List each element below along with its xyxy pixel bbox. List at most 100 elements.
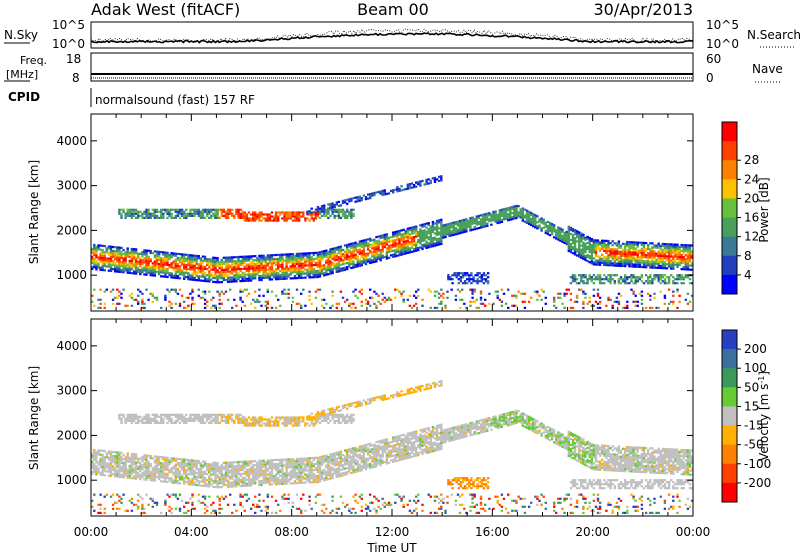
data-cell <box>573 280 577 283</box>
data-cell <box>567 225 570 228</box>
data-cell <box>128 464 131 467</box>
data-cell <box>183 466 186 469</box>
data-cell <box>446 231 449 234</box>
data-cell <box>383 233 386 236</box>
data-cell <box>387 246 391 249</box>
data-cell <box>590 250 593 253</box>
data-cell <box>598 274 602 277</box>
data-cell <box>688 268 692 271</box>
data-cell <box>191 507 194 510</box>
data-cell <box>197 499 200 502</box>
data-cell <box>124 267 127 270</box>
data-cell <box>178 509 182 512</box>
data-cell <box>394 231 397 234</box>
data-cell <box>178 259 182 262</box>
data-cell <box>170 421 173 424</box>
data-cell <box>515 210 518 213</box>
data-cell <box>285 275 288 278</box>
data-cell <box>578 255 581 258</box>
data-cell <box>249 213 253 216</box>
data-cell <box>91 249 94 252</box>
data-cell <box>235 266 238 269</box>
data-cell <box>419 184 422 187</box>
data-cell <box>178 269 182 272</box>
data-cell <box>617 302 621 305</box>
data-cell <box>381 246 384 249</box>
data-cell <box>402 244 405 248</box>
data-cell <box>162 212 165 215</box>
data-cell <box>229 264 232 267</box>
data-cell <box>346 268 349 271</box>
data-cell <box>231 260 234 263</box>
data-cell <box>264 266 267 269</box>
data-cell <box>247 257 251 260</box>
data-cell <box>283 271 286 274</box>
data-cell <box>134 210 138 213</box>
data-cell <box>143 478 146 481</box>
data-cell <box>180 273 184 276</box>
data-cell <box>247 275 251 278</box>
data-cell <box>435 219 439 222</box>
data-cell <box>139 214 142 217</box>
data-cell <box>187 268 190 271</box>
data-cell <box>400 237 403 240</box>
data-cell <box>99 268 102 271</box>
data-cell <box>398 231 401 235</box>
data-cell <box>605 247 608 251</box>
data-cell <box>667 243 671 246</box>
power-x-ticks <box>90 114 694 311</box>
data-cell <box>352 208 355 211</box>
data-cell <box>653 266 656 269</box>
data-cell <box>289 269 292 272</box>
data-cell <box>598 282 602 285</box>
data-cell <box>488 220 491 223</box>
data-cell <box>97 467 100 470</box>
data-cell <box>287 257 290 260</box>
data-cell <box>670 245 673 248</box>
data-cell <box>139 463 142 467</box>
data-cell <box>139 465 142 469</box>
data-cell <box>170 417 173 420</box>
data-cell <box>327 252 330 256</box>
data-cell <box>264 270 267 273</box>
data-cell <box>327 207 330 210</box>
data-cell <box>381 254 384 257</box>
data-cell <box>166 493 169 496</box>
data-cell <box>233 278 236 281</box>
data-cell <box>206 463 209 466</box>
data-cell <box>130 463 134 466</box>
data-cell <box>187 417 190 420</box>
data-cell <box>429 231 432 234</box>
data-cell <box>212 280 215 283</box>
data-cell <box>264 268 267 271</box>
data-cell <box>145 458 148 461</box>
data-cell <box>438 231 441 234</box>
data-cell <box>164 257 167 260</box>
data-cell <box>387 298 391 301</box>
data-cell <box>93 245 96 249</box>
data-cell <box>429 233 432 236</box>
data-cell <box>682 256 685 259</box>
data-cell <box>183 257 186 260</box>
data-cell <box>676 247 679 250</box>
data-cell <box>174 274 177 277</box>
data-cell <box>682 268 685 271</box>
data-cell <box>124 419 127 422</box>
data-cell <box>189 210 192 213</box>
data-cell <box>492 213 495 216</box>
data-cell <box>285 217 288 220</box>
data-cell <box>95 262 98 265</box>
data-cell <box>118 262 121 265</box>
data-cell <box>565 234 568 238</box>
data-cell <box>444 223 447 226</box>
data-cell <box>680 255 683 259</box>
data-cell <box>381 240 384 243</box>
data-cell <box>203 415 207 418</box>
data-cell <box>162 259 165 262</box>
data-cell <box>283 253 286 256</box>
data-cell <box>132 208 136 211</box>
data-cell <box>266 302 269 305</box>
data-cell <box>199 417 203 420</box>
data-cell <box>670 247 673 250</box>
data-cell <box>402 242 405 245</box>
